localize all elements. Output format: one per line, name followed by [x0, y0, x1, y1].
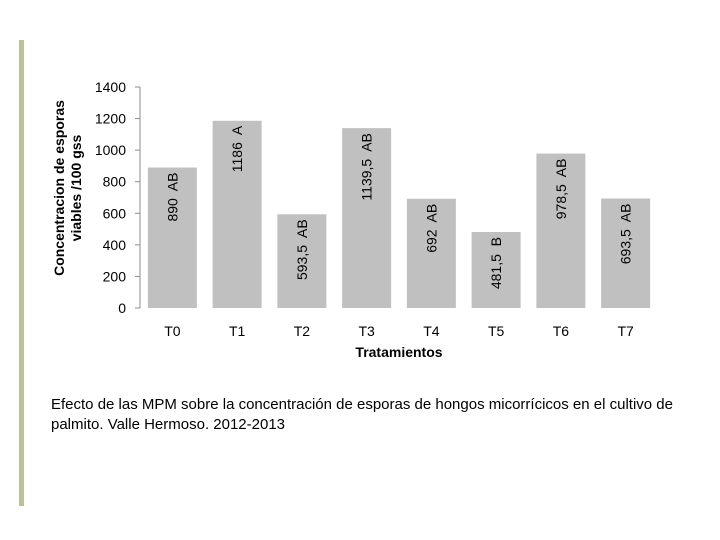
- y-tick-label: 1000: [95, 142, 126, 158]
- y-tick-label: 1200: [95, 111, 126, 127]
- x-axis-title: Tratamientos: [355, 344, 442, 360]
- x-category-label-T4: T4: [423, 323, 440, 339]
- bar-T0: [147, 167, 197, 308]
- bar-label-T2: 593,5 AB: [294, 219, 310, 280]
- y-tick-label: 400: [103, 237, 127, 253]
- bar-T2: [277, 214, 327, 308]
- x-category-label-T3: T3: [358, 323, 375, 339]
- y-tick-label: 800: [103, 174, 127, 190]
- x-category-label-T1: T1: [229, 323, 246, 339]
- x-category-label-T0: T0: [164, 323, 181, 339]
- chart-bars: [147, 120, 651, 308]
- y-tick-label: 600: [103, 205, 127, 221]
- decorative-accent-bar: [19, 40, 24, 506]
- bar-label-T7: 693,5 AB: [618, 204, 634, 265]
- bar-chart: 0 200 400 600 800 1000 1200 1400 890 AB 1186 A 59…: [51, 79, 651, 360]
- x-category-label-T6: T6: [553, 323, 570, 339]
- bar-data-labels: 890 AB 1186 A 593,5 AB 1139,5 AB 692 AB 481,5…: [164, 125, 633, 289]
- y-axis-title-line-2: viables /100 gss: [68, 134, 84, 241]
- bar-T7: [601, 198, 651, 308]
- y-tick-label: 200: [103, 268, 127, 284]
- y-tick-label: 1400: [95, 79, 126, 95]
- bar-T5: [471, 231, 521, 308]
- bar-label-T6: 978,5 AB: [553, 159, 569, 220]
- x-category-label-T2: T2: [294, 323, 311, 339]
- y-axis-title-line-1: Concentracion de esporas: [51, 100, 67, 276]
- x-category-label-T5: T5: [488, 323, 505, 339]
- bar-T4: [406, 198, 456, 308]
- bar-label-T5: 481,5 B: [488, 237, 504, 289]
- x-axis-category-labels: T0 T1 T2 T3 T4 T5 T6 T7: [164, 323, 634, 339]
- bar-label-T0: 890 AB: [164, 173, 180, 222]
- bar-label-T3: 1139,5 AB: [359, 133, 375, 200]
- y-tick-label: 0: [118, 300, 126, 316]
- bar-label-T1: 1186 A: [229, 125, 245, 172]
- x-category-label-T7: T7: [617, 323, 634, 339]
- bar-T6: [536, 153, 586, 308]
- y-axis-ticks: 0 200 400 600 800 1000 1200 1400: [95, 79, 140, 316]
- bar-T1: [212, 120, 262, 308]
- bar-label-T4: 692 AB: [423, 204, 439, 253]
- figure-caption: Efecto de las MPM sobre la concentración…: [51, 396, 673, 433]
- bar-T3: [342, 128, 392, 308]
